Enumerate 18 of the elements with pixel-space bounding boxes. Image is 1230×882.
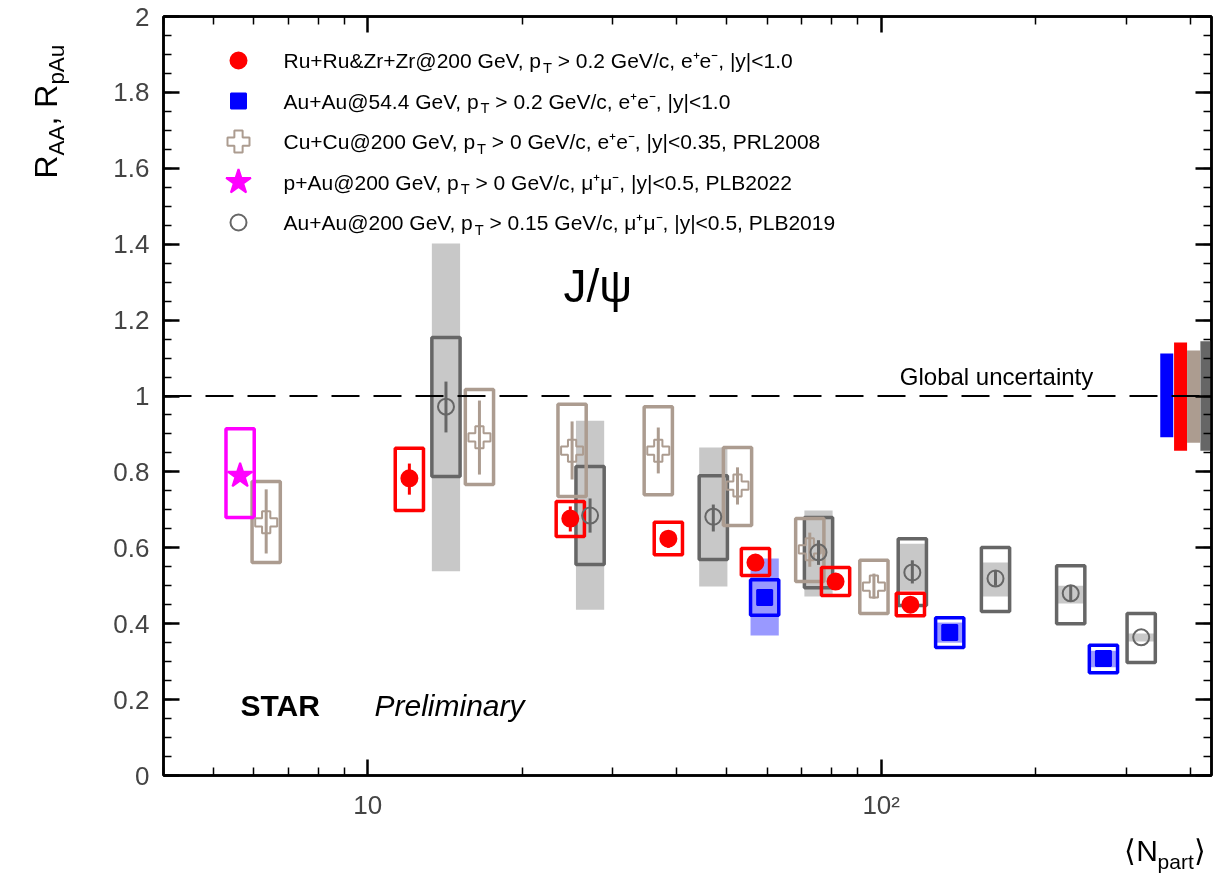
x-tick-label: 10² (862, 789, 901, 820)
y-tick-label: 2 (135, 1, 150, 32)
y-tick-label: 1 (135, 381, 150, 411)
y-tick-label: 0.4 (113, 608, 150, 639)
y-tick-label: 0.8 (113, 456, 150, 487)
annotation: STAR (240, 689, 321, 722)
annotation: Preliminary (374, 689, 527, 722)
y-tick-label: 1.2 (113, 305, 150, 336)
y-tick-label: 1.4 (113, 229, 150, 260)
x-tick-label: 10 (353, 789, 383, 820)
y-tick-label: 1.6 (113, 153, 150, 184)
y-tick-label: 0.6 (113, 532, 150, 563)
annotation: Global uncertainty (899, 363, 1094, 390)
y-tick-label: 0.2 (113, 684, 150, 715)
y-tick-label: 0 (135, 760, 150, 791)
y-tick-label: 1.8 (113, 77, 150, 108)
y-axis-title: RAA, RpAu (27, 44, 70, 179)
annotation: J/ψ (563, 259, 633, 312)
